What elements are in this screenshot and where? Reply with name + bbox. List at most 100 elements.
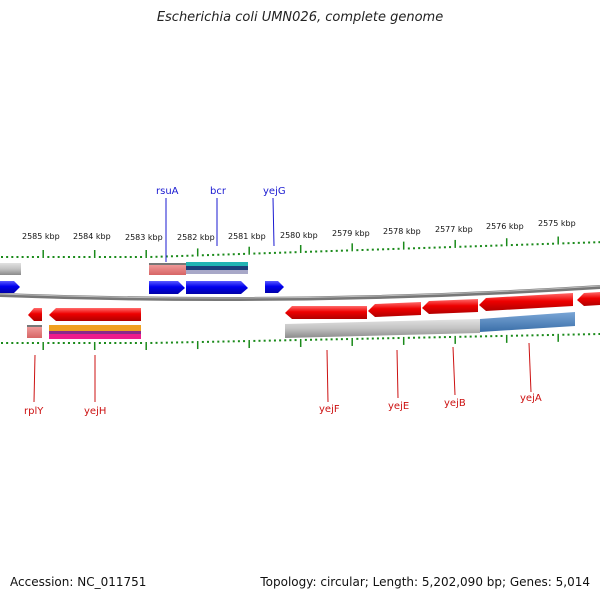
scale-tick-minor <box>31 342 34 344</box>
scale-tick-minor <box>315 338 318 341</box>
scale-tick-minor <box>191 341 194 344</box>
scale-tick-minor <box>26 342 29 344</box>
scale-tick-minor <box>335 249 338 252</box>
scale-tick-minor <box>546 334 549 337</box>
scale-tick-minor <box>212 340 215 343</box>
scale-tick-minor <box>371 337 374 340</box>
reverse-gene-arrow-yejB[interactable] <box>422 299 478 314</box>
forward-annotation-bar <box>149 263 186 275</box>
reverse-gene-arrow-yejF[interactable] <box>285 306 367 319</box>
scale-tick-minor <box>366 337 369 340</box>
scale-tick-minor <box>397 337 400 340</box>
scale-tick-minor <box>129 342 132 344</box>
scale-tick-minor <box>294 339 297 342</box>
scale-tick-minor <box>464 335 467 338</box>
scale-tick-minor <box>289 251 292 254</box>
scale-tick-minor <box>510 334 513 337</box>
scale-tick-minor <box>201 340 204 343</box>
scale-tick-minor <box>237 340 240 343</box>
gene-label-forward[interactable]: rsuA <box>156 186 179 197</box>
gene-label-reverse[interactable]: yejH <box>84 406 106 417</box>
scale-tick-minor <box>407 336 410 339</box>
scale-tick-minor <box>552 333 555 336</box>
scale-tick-minor <box>567 242 570 245</box>
reverse-annotation-bar <box>285 319 480 338</box>
scale-tick-minor <box>109 256 112 258</box>
scale-tick-minor <box>253 252 256 255</box>
scale-tick-minor <box>588 333 591 336</box>
gene-label-reverse[interactable]: yejA <box>520 393 542 404</box>
scale-tick-minor <box>73 256 76 258</box>
scale-tick-minor <box>526 334 529 337</box>
scale-tick-minor <box>155 341 158 344</box>
scale-tick-minor <box>495 244 498 247</box>
scale-tick-major <box>505 334 508 343</box>
scale-tick-minor <box>273 251 276 254</box>
scale-tick-minor <box>52 256 55 258</box>
genome-title: Escherichia coli UMN026, complete genome <box>156 10 444 25</box>
scale-tick-minor <box>88 342 91 344</box>
gene-leader-line <box>33 354 36 403</box>
scale-tick-minor <box>279 251 282 254</box>
reverse-gene-arrow-rplY[interactable] <box>28 308 42 321</box>
scale-label: 2582 kbp <box>177 233 215 242</box>
scale-tick-major <box>402 336 405 345</box>
scale-tick-minor <box>325 338 328 341</box>
gene-label-forward[interactable]: bcr <box>210 186 227 197</box>
scale-tick-minor <box>181 254 184 257</box>
scale-tick-minor <box>479 245 482 248</box>
gene-label-reverse[interactable]: yejF <box>319 404 340 415</box>
scale-tick-minor <box>57 256 60 258</box>
scale-label: 2578 kbp <box>383 227 421 236</box>
scale-tick-minor <box>243 340 246 343</box>
scale-tick-minor <box>500 244 503 247</box>
gene-label-reverse[interactable]: rplY <box>24 406 44 417</box>
scale-tick-minor <box>516 243 518 246</box>
forward-gene-arrow-yejG[interactable] <box>265 281 284 293</box>
scale-tick-minor <box>485 335 488 338</box>
scale-tick-minor <box>423 336 426 339</box>
scale-label: 2581 kbp <box>228 232 266 241</box>
scale-tick-minor <box>387 337 390 340</box>
scale-tick-minor <box>449 246 452 249</box>
scale-tick-major <box>42 250 44 258</box>
reverse-gene-arrow-yejH[interactable] <box>49 308 141 321</box>
scale-tick-major <box>248 246 250 255</box>
scale-tick-minor <box>201 254 204 257</box>
scale-tick-minor <box>6 256 9 258</box>
scale-tick-minor <box>16 256 19 258</box>
scale-tick-minor <box>330 338 333 341</box>
gene-label-reverse[interactable]: yejB <box>444 398 466 409</box>
scale-tick-minor <box>284 339 287 342</box>
scale-label: 2579 kbp <box>332 229 370 238</box>
scale-tick-minor <box>114 342 117 344</box>
scale-tick-minor <box>243 252 246 255</box>
reverse-gene-arrow-yejE[interactable] <box>368 302 421 317</box>
accession-text: Accession: NC_011751 <box>10 575 147 589</box>
scale-tick-minor <box>598 241 600 244</box>
reverse-annotation-bar <box>27 325 42 338</box>
scale-tick-minor <box>500 334 503 337</box>
scale-tick-minor <box>37 256 40 258</box>
gene-label-reverse[interactable]: yejE <box>388 401 409 412</box>
forward-gene-arrow-bcr[interactable] <box>186 281 248 294</box>
scale-tick-minor <box>160 255 163 258</box>
scale-tick-minor <box>207 340 209 343</box>
reverse-gene-arrow-yejA[interactable] <box>479 293 573 311</box>
forward-gene-arrow[interactable] <box>0 281 20 293</box>
forward-gene-arrow-rsuA[interactable] <box>149 281 185 294</box>
scale-tick-major <box>196 248 199 257</box>
scale-tick-major <box>351 243 353 252</box>
scale-tick-minor <box>335 338 338 341</box>
reverse-gene-arrow[interactable] <box>577 292 600 306</box>
scale-tick-major <box>505 238 508 247</box>
scale-tick-minor <box>459 335 462 338</box>
scale-tick-minor <box>88 256 91 258</box>
scale-tick-minor <box>459 245 462 248</box>
scale-tick-minor <box>98 256 101 258</box>
gene-label-forward[interactable]: yejG <box>263 186 286 197</box>
scale-tick-minor <box>340 338 343 341</box>
scale-tick-minor <box>191 254 194 257</box>
scale-tick-minor <box>310 250 312 253</box>
